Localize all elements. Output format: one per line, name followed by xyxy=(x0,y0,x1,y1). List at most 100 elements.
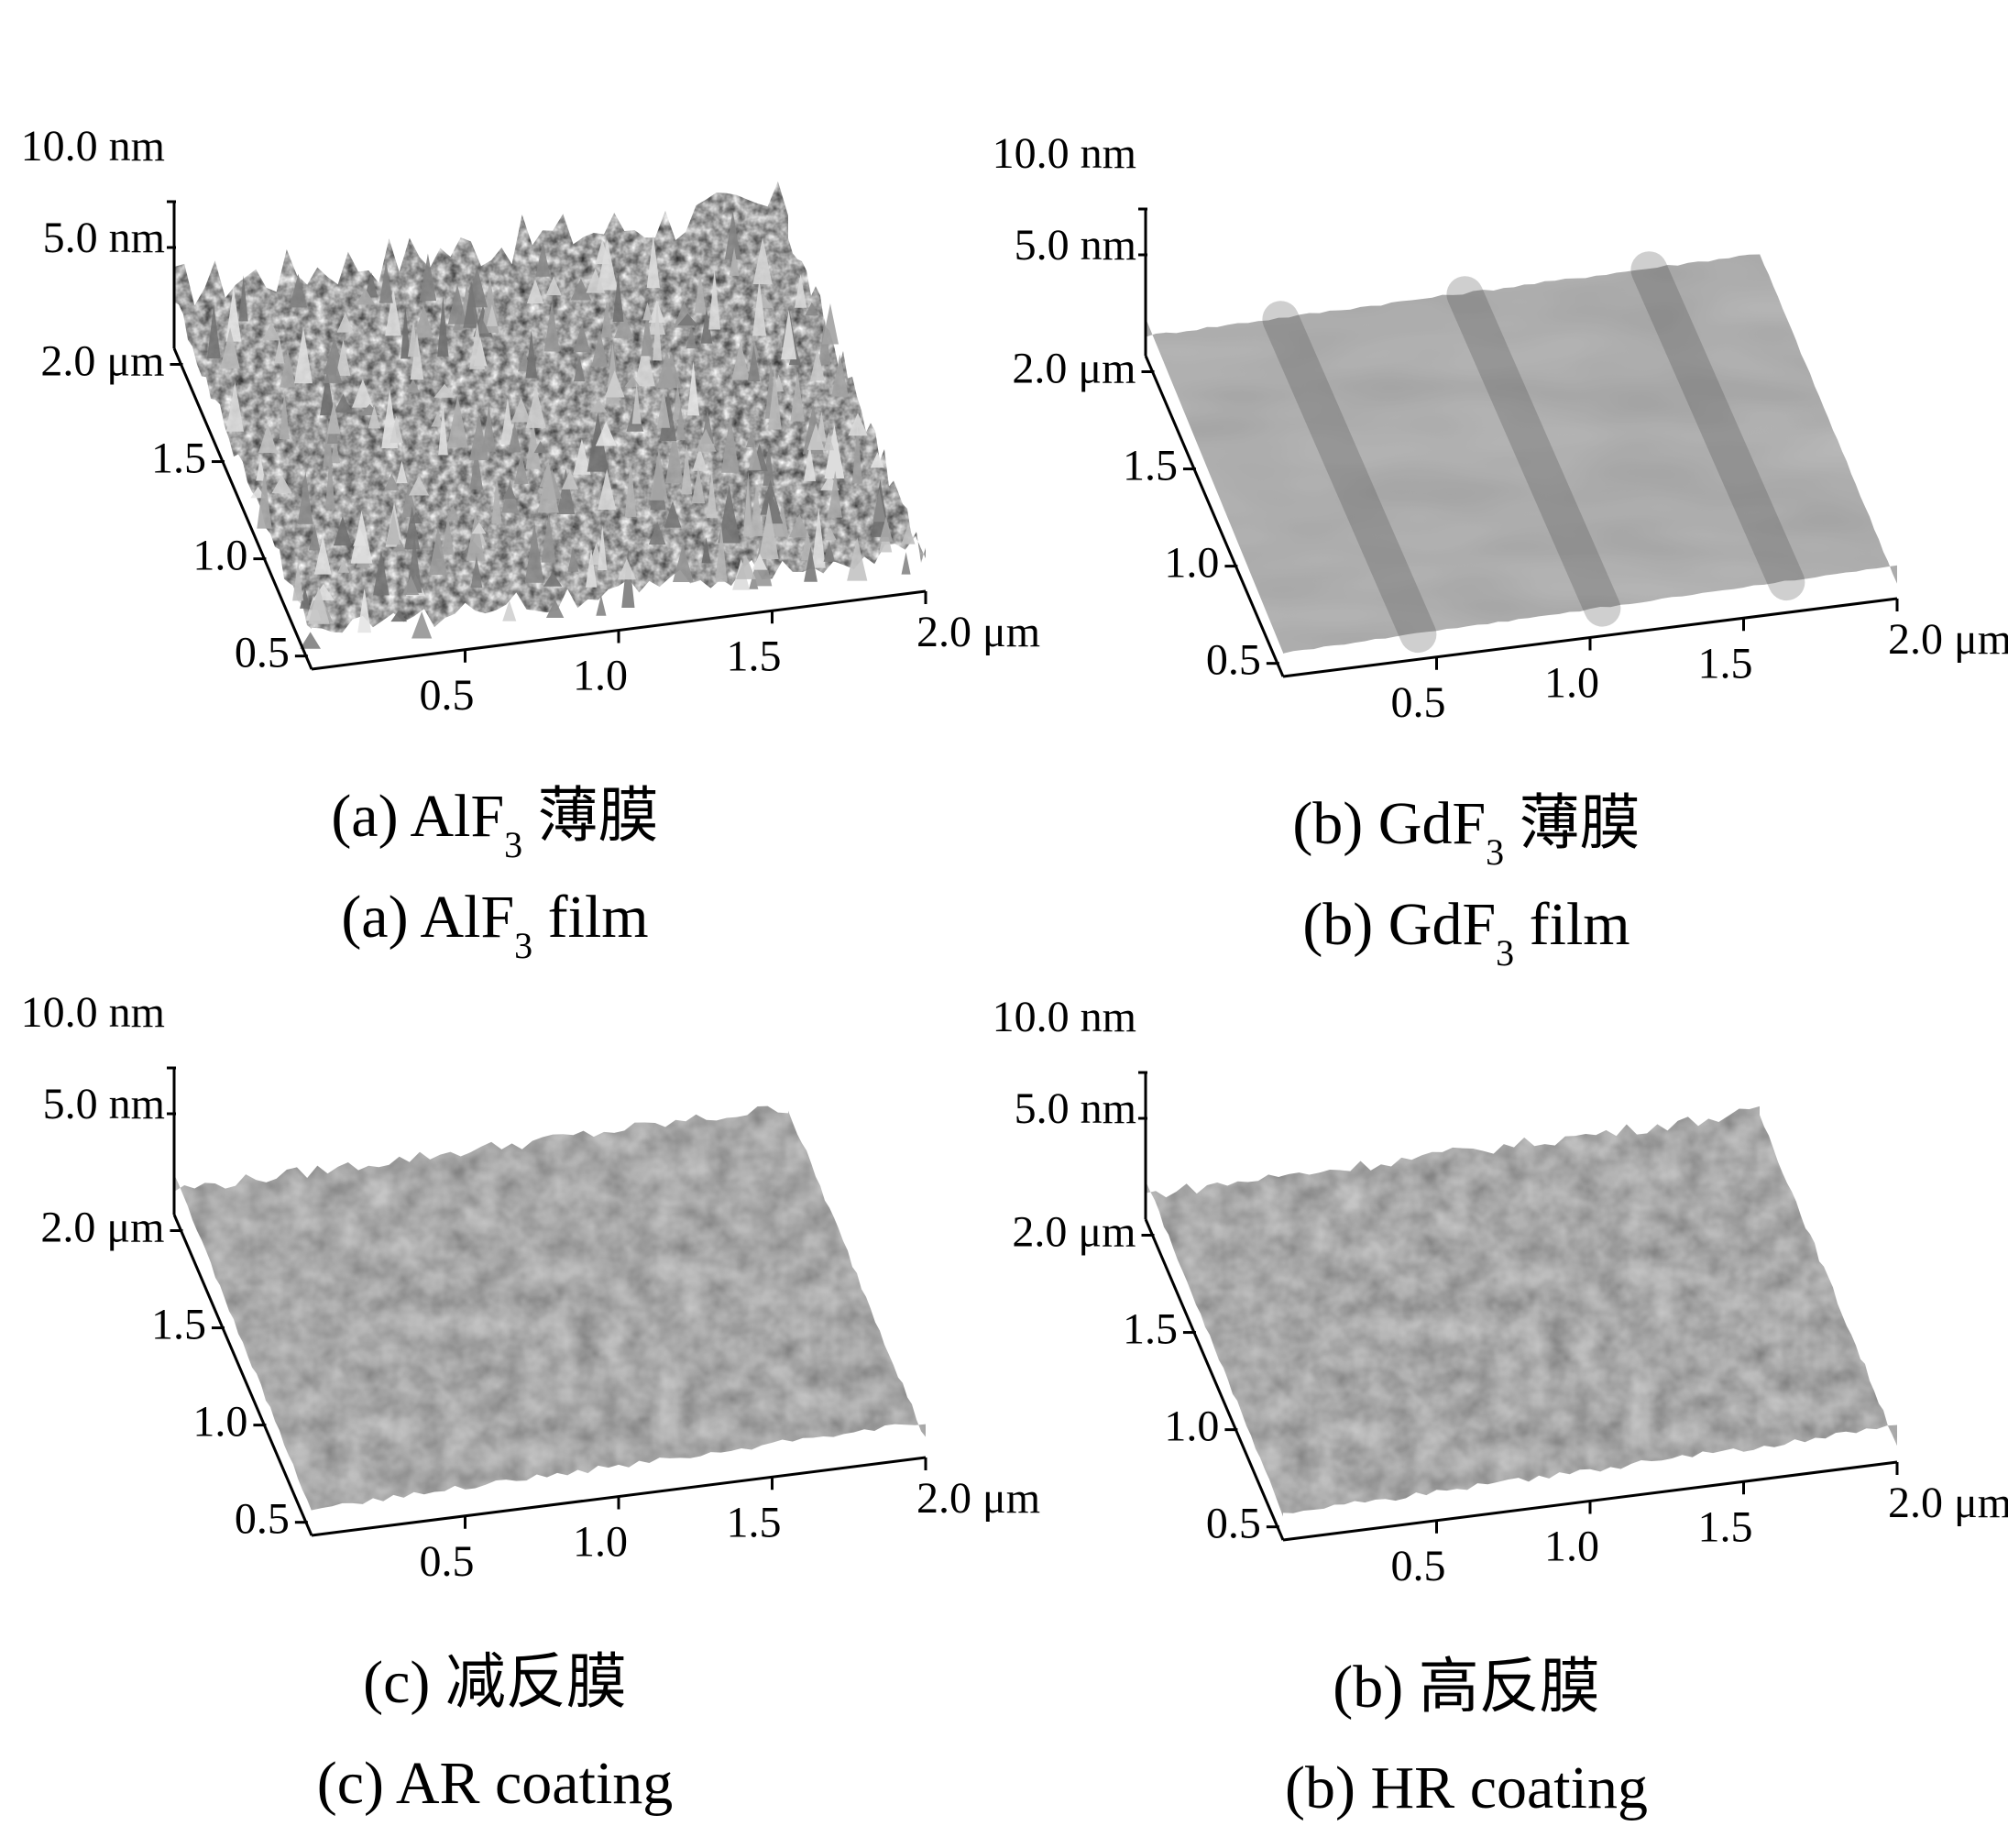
surface-peak xyxy=(720,413,740,473)
x-tick-label: 1.5 xyxy=(1698,639,1753,688)
caption-en: (b) GdF3 film xyxy=(1302,891,1629,974)
surface-peak xyxy=(447,395,468,448)
surface-peak xyxy=(206,303,221,359)
surface-peak xyxy=(433,383,455,398)
surface-peak xyxy=(257,470,272,529)
surface-peak xyxy=(781,310,797,360)
surface-peak xyxy=(545,600,565,619)
surface-peak xyxy=(313,536,332,575)
x-tick-label: 1.0 xyxy=(573,652,628,700)
x-tick-label: 1.0 xyxy=(573,1518,628,1567)
surface-peak xyxy=(806,423,825,450)
surface-peak xyxy=(525,421,542,469)
surface-peak xyxy=(442,514,455,556)
surface-peak xyxy=(502,600,517,622)
x-tick-label: 2.0 μm xyxy=(916,1474,1040,1523)
x-tick-label: 0.5 xyxy=(420,1537,475,1586)
surface-peak xyxy=(334,393,353,412)
y-tick-label: 1.5 xyxy=(151,434,206,483)
y-tick-label: 1.0 xyxy=(192,1398,247,1446)
surface-peak xyxy=(901,552,911,575)
surface-peak xyxy=(790,371,805,422)
surface-peak xyxy=(401,305,411,359)
surface-peak xyxy=(409,475,430,496)
surface-peak xyxy=(524,522,544,583)
surface-peak xyxy=(600,300,613,338)
afm-surface xyxy=(1146,1106,1897,1517)
y-tick-label: 0.5 xyxy=(1206,636,1261,685)
surface-peak xyxy=(297,471,313,524)
surface-peak xyxy=(471,522,487,534)
surface-peak xyxy=(486,304,498,326)
surface-peak xyxy=(591,329,609,368)
surface-peak xyxy=(752,553,768,570)
surface-peak xyxy=(831,354,849,397)
surface-peak xyxy=(750,483,763,536)
surface-peak xyxy=(715,524,728,582)
surface-peak xyxy=(634,338,655,387)
y-tick-label: 0.5 xyxy=(1206,1500,1261,1548)
y-tick-label: 1.5 xyxy=(151,1301,206,1349)
surface-peak xyxy=(747,345,761,381)
surface-peak xyxy=(385,287,401,336)
y-tick-label: 2.0 μm xyxy=(40,1204,164,1252)
surface-peak xyxy=(401,482,417,517)
surface-peak xyxy=(373,550,390,596)
surface-peak xyxy=(617,558,636,580)
surface-peak xyxy=(466,512,486,561)
surface-peak xyxy=(763,444,775,486)
surface-peak xyxy=(326,401,341,434)
caption-cn: (b) GdF3 薄膜 xyxy=(1292,790,1640,873)
surface-peak xyxy=(901,523,916,544)
surface-peak xyxy=(656,349,677,389)
surface-peak xyxy=(641,310,653,357)
surface-peak xyxy=(289,273,308,308)
surface-peak xyxy=(406,379,421,393)
surface-peak xyxy=(431,412,444,427)
surface-peak xyxy=(595,238,609,264)
surface-peak xyxy=(386,510,401,545)
surface-peak xyxy=(624,459,637,517)
surface-peak xyxy=(292,561,304,601)
caption-en: (c) AR coating xyxy=(317,1750,674,1817)
surface-peak xyxy=(256,456,266,481)
surface-peak xyxy=(335,339,351,376)
surface-peak xyxy=(809,348,825,381)
z-tick-label: 10.0 nm xyxy=(993,993,1136,1041)
surface-peak xyxy=(805,302,819,316)
x-tick-label: 1.5 xyxy=(727,1498,782,1546)
surface-peak xyxy=(419,253,437,302)
y-axis xyxy=(172,1214,313,1536)
surface-peak xyxy=(573,323,591,353)
x-tick-label: 0.5 xyxy=(1391,1542,1446,1590)
surface-peak xyxy=(356,288,376,305)
surface-peak xyxy=(694,273,707,314)
surface-peak xyxy=(752,279,767,336)
surface-peak xyxy=(695,428,717,452)
surface-peak xyxy=(567,546,579,572)
surface-peak xyxy=(823,432,835,451)
surface-peak xyxy=(404,506,421,550)
panel-b: 10.0 nm 5.0 nm 2.0 μm 1.5 1.0 0.5 0.5 1.0 1.5 2.0… xyxy=(993,129,2008,974)
surface-peak xyxy=(642,302,653,321)
caption-cn: (a) AlF3 薄膜 xyxy=(331,783,658,865)
surface-peak xyxy=(788,514,810,538)
surface-peak xyxy=(446,505,460,521)
surface-peak xyxy=(676,313,698,326)
surface-peak xyxy=(691,468,706,504)
surface-peak xyxy=(752,236,773,284)
surface-peak xyxy=(561,470,579,490)
y-tick-label: 0.5 xyxy=(235,1495,290,1544)
x-tick-label: 1.0 xyxy=(1544,659,1599,708)
x-tick-label: 0.5 xyxy=(420,671,475,720)
y-tick-label: 1.0 xyxy=(1164,539,1219,588)
surface-peak xyxy=(659,390,677,442)
surface-peak xyxy=(686,361,700,416)
surface-peak xyxy=(510,397,532,423)
z-tick-label: 5.0 nm xyxy=(43,1080,165,1128)
surface-peak xyxy=(624,376,641,388)
surface-peak xyxy=(535,241,551,277)
surface-peak xyxy=(598,525,608,571)
z-tick-label: 10.0 nm xyxy=(21,988,165,1037)
surface-peak xyxy=(320,369,335,416)
